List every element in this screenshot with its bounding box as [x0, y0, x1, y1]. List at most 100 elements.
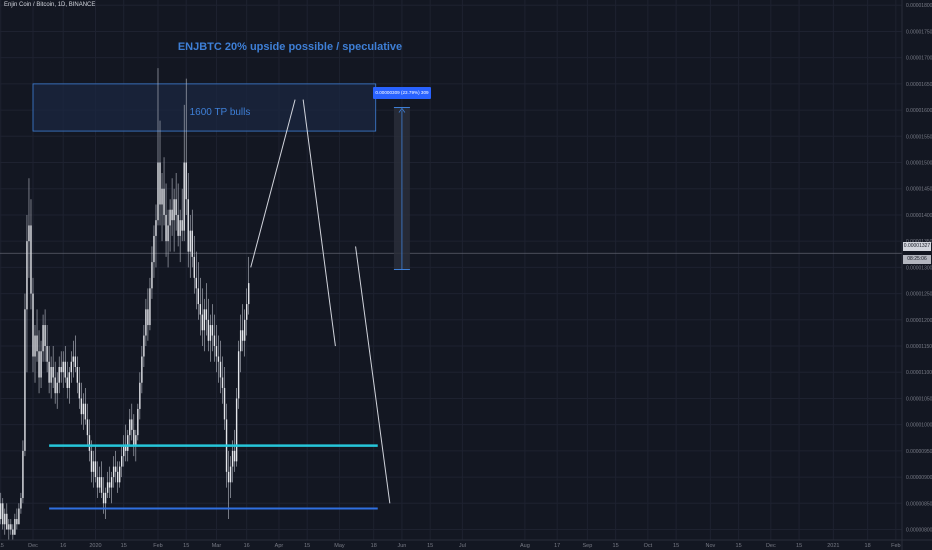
candle: [108, 466, 111, 499]
candle-body: [56, 382, 58, 394]
time-tick-label: Feb: [891, 543, 900, 549]
candle: [38, 330, 40, 394]
candle: [121, 445, 123, 478]
candle-body: [187, 199, 189, 252]
candle: [12, 524, 14, 540]
candle: [32, 277, 34, 373]
candle: [191, 209, 193, 268]
target-box-label: 1600 TP bulls: [189, 107, 251, 118]
candle-body: [177, 214, 179, 236]
time-tick-label: 15: [0, 543, 4, 549]
candle: [8, 519, 10, 540]
target-box: [32, 83, 377, 132]
candle: [56, 372, 58, 409]
candle: [72, 340, 75, 378]
price-tick-label: 0.00001050: [906, 396, 932, 402]
candle-body: [30, 225, 32, 294]
candle-body: [8, 524, 10, 530]
price-tick-label: 0.00001200: [906, 318, 932, 324]
candle-body: [217, 356, 220, 362]
candle-body: [6, 513, 8, 530]
candle: [106, 471, 109, 499]
time-tick-label: Nov: [705, 543, 715, 549]
candle-body: [90, 450, 93, 472]
candle: [129, 408, 131, 446]
candle-body: [201, 314, 204, 331]
candle-body: [118, 466, 121, 483]
candle: [151, 246, 153, 299]
candle-body: [205, 309, 208, 320]
candle-body: [84, 403, 87, 420]
candle-body: [185, 162, 187, 200]
price-range-label: 0.00000309 (23.79%) 309: [373, 87, 431, 99]
candle: [137, 403, 139, 441]
candle-body: [108, 482, 111, 488]
candle-body: [179, 220, 181, 236]
candle: [147, 288, 149, 341]
projection-line-down-2: [355, 246, 391, 504]
candle: [70, 351, 73, 383]
candle: [223, 366, 226, 430]
candle: [161, 173, 163, 242]
candle: [171, 178, 173, 236]
candle: [193, 235, 195, 294]
candle-body: [171, 209, 173, 221]
price-tick-label: 0.00001250: [906, 292, 932, 298]
candle: [4, 508, 6, 535]
candle: [0, 492, 2, 525]
candle-body: [88, 435, 91, 451]
price-tick-label: 0.00001500: [906, 161, 932, 167]
candle-body: [106, 482, 109, 493]
candle: [189, 214, 191, 278]
candle: [22, 440, 24, 504]
candle: [26, 214, 28, 373]
candle: [219, 340, 222, 394]
time-axis[interactable]: 15 Dec 16 2020 15 Feb 15 Mar 16 Apr 15 May 18 Jun 15 Ju…: [0, 543, 901, 549]
candle-body: [76, 366, 79, 383]
candle: [34, 325, 36, 383]
candle: [237, 340, 240, 409]
candle-body: [70, 361, 73, 373]
time-tick-label: 15: [304, 543, 310, 549]
candle-body: [159, 162, 161, 205]
price-tick-label: 0.00001750: [906, 29, 932, 35]
time-tick-label: Mar: [212, 543, 222, 549]
candle-body: [50, 366, 52, 383]
time-tick-label: Jun: [397, 543, 406, 549]
price-axis[interactable]: 0.00001800 0.00001750 0.00001700 0.00001650…: [906, 3, 932, 533]
candle: [197, 262, 200, 320]
price-tick-label: 0.00001300: [906, 265, 932, 271]
candle-body: [135, 435, 137, 446]
candle: [153, 225, 155, 278]
price-tick-label: 0.00000850: [906, 501, 932, 507]
price-tick-label: 0.00000800: [906, 528, 932, 534]
candle-body: [2, 503, 4, 525]
candle-body: [92, 461, 95, 472]
candle: [163, 157, 165, 226]
candle-body: [80, 398, 83, 415]
candle-body: [14, 519, 16, 535]
time-tick-label: 17: [554, 543, 560, 549]
candle: [241, 304, 244, 352]
candle: [165, 183, 167, 257]
candle-body: [248, 283, 250, 305]
projection-line-down-1: [302, 99, 336, 347]
price-tick-label: 0.00001000: [906, 423, 932, 429]
price-tick-label: 0.00001800: [906, 3, 932, 9]
candle: [50, 356, 52, 399]
candle-body: [116, 471, 119, 483]
candle: [233, 429, 236, 472]
candle: [173, 188, 175, 252]
drawing-layer-front: [49, 99, 391, 510]
candle-body: [100, 477, 103, 493]
candle: [16, 508, 18, 530]
time-tick-label: Sep: [583, 543, 593, 549]
candle: [181, 188, 183, 242]
drawing-layer-back: [32, 83, 410, 270]
candle-body: [173, 199, 175, 221]
candle-body: [137, 408, 139, 436]
candle: [245, 288, 248, 336]
candle-body: [213, 335, 216, 347]
